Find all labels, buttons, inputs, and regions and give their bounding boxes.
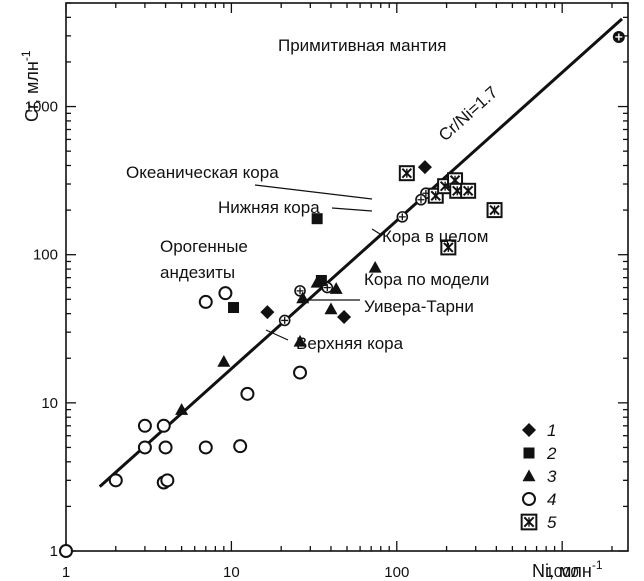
legend-marker-5 — [520, 513, 538, 531]
annotation-leader-line — [254, 184, 373, 200]
point-series-3 — [368, 260, 382, 273]
legend-label-2: 2 — [546, 444, 557, 463]
point-series-2 — [228, 302, 240, 314]
annotation-model-crust: Уивера-Тарни — [364, 297, 474, 316]
point-series-5 — [398, 165, 415, 182]
legend-marker-3 — [522, 469, 536, 482]
point-series-4 — [240, 386, 255, 401]
point-series-4 — [158, 440, 173, 455]
x-tick-label: 1000 — [545, 564, 578, 581]
legend-marker-4 — [522, 492, 536, 506]
point-series-4 — [156, 418, 171, 433]
point-series-1 — [337, 309, 352, 324]
y-axis-title: Cr, млн-1 — [19, 50, 42, 122]
point-series-1 — [417, 160, 432, 175]
legend-marker-1 — [522, 423, 536, 437]
point-series-4 — [137, 440, 152, 455]
point-series-3 — [310, 275, 324, 288]
point-series-5 — [440, 239, 457, 256]
point-series-3 — [329, 282, 343, 294]
x-axis-title: Ni, млн-1 — [532, 558, 603, 581]
point-series-4 — [233, 439, 248, 454]
reservoir-point — [278, 314, 291, 327]
annotation-leader-line — [265, 329, 289, 341]
annotation-lower-crust: Нижняя кора — [218, 198, 320, 217]
point-series-4 — [137, 418, 152, 433]
x-tick-label: 10 — [223, 564, 240, 581]
reservoir-point — [415, 193, 427, 206]
point-series-4 — [108, 473, 123, 488]
reservoir-point — [612, 30, 625, 43]
legend: 1 2 3 4 5 — [520, 421, 557, 532]
plot-frame — [65, 2, 629, 552]
annotation-primitive-mantle: Примитивная мантия — [278, 36, 446, 55]
y-tick-label: 1000 — [25, 99, 58, 116]
annotation-model-crust: Кора по модели — [364, 270, 489, 289]
legend-label-3: 3 — [547, 467, 557, 486]
point-series-5 — [486, 202, 503, 219]
annotation-orogenic-andesites: Орогенные — [160, 237, 248, 256]
annotation-leader-line — [331, 207, 373, 212]
annotation-leader-line — [371, 228, 381, 235]
point-series-2 — [311, 213, 323, 225]
point-series-3 — [324, 302, 338, 315]
point-series-4 — [218, 286, 233, 301]
point-series-4 — [198, 440, 213, 455]
y-tick-label: 100 — [33, 247, 58, 264]
point-series-4 — [198, 294, 213, 309]
point-series-4 — [59, 544, 73, 558]
y-tick-label: 1 — [50, 543, 58, 560]
annotation-bulk-crust: Кора в целом — [382, 227, 488, 246]
point-series-1 — [260, 305, 275, 320]
data-points — [59, 160, 503, 558]
cr-ni-ratio-line — [98, 17, 624, 488]
annotation-oceanic-crust: Океаническая кора — [126, 163, 279, 182]
x-tick-label: 100 — [384, 564, 409, 581]
legend-label-5: 5 — [547, 513, 557, 532]
x-tick-label: 1 — [62, 564, 70, 581]
annotation-upper-crust: Верхняя кора — [296, 334, 404, 353]
annotation-orogenic-andesites: андезиты — [160, 263, 235, 282]
legend-label-1: 1 — [547, 421, 556, 440]
point-series-4 — [293, 365, 308, 380]
legend-marker-2 — [523, 447, 535, 459]
reservoir-point — [396, 211, 409, 223]
annotations: Примитивная мантия Океаническая кора Нижня… — [126, 36, 489, 353]
point-series-3 — [293, 334, 307, 347]
legend-label-4: 4 — [547, 490, 556, 509]
point-series-4 — [160, 473, 175, 488]
point-series-3 — [175, 403, 189, 415]
point-series-3 — [217, 355, 231, 367]
point-series-2 — [315, 274, 327, 286]
y-tick-label: 10 — [41, 395, 58, 412]
point-series-5 — [460, 182, 477, 199]
